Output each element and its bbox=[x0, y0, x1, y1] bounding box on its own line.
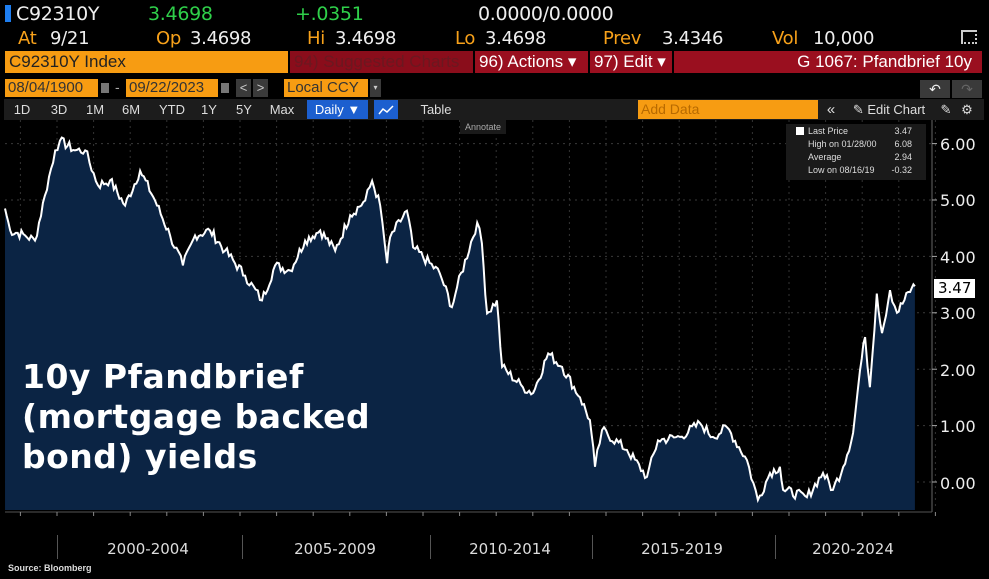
x-period-label: 2005-2009 bbox=[294, 540, 376, 558]
next-range-button[interactable]: > bbox=[253, 79, 268, 97]
open-label: Op bbox=[156, 28, 181, 49]
edit-icon[interactable]: ✎ bbox=[940, 102, 952, 117]
legend-label: High on 01/28/00 bbox=[808, 139, 877, 149]
period-5y[interactable]: 5Y bbox=[236, 102, 252, 117]
high-value: 3.4698 bbox=[335, 28, 397, 49]
gear-icon[interactable]: ⚙ bbox=[961, 102, 973, 117]
annotate-label: Annotate bbox=[465, 122, 502, 132]
chart-title: G 1067: Pfandbrief 10y bbox=[674, 51, 982, 73]
y-tick-label: 3.00 bbox=[940, 304, 976, 323]
legend-label: Low on 08/16/19 bbox=[808, 165, 875, 175]
source-note: Source: Bloomberg bbox=[8, 563, 92, 573]
low-value: 3.4698 bbox=[485, 28, 547, 49]
period-separator bbox=[242, 535, 243, 559]
period-separator bbox=[775, 535, 776, 559]
axis-ticks bbox=[19, 143, 937, 516]
period-1d[interactable]: 1D bbox=[13, 102, 31, 117]
currency-dropdown-icon[interactable]: ▾ bbox=[370, 79, 381, 97]
net-change: +.0351 bbox=[295, 3, 364, 25]
legend-row: High on 01/28/00 6.08 bbox=[808, 139, 920, 149]
yield-line bbox=[4, 136, 916, 504]
undo-button[interactable]: ↶ bbox=[920, 80, 950, 98]
period-1y[interactable]: 1Y bbox=[201, 102, 217, 117]
collapse-button[interactable]: « bbox=[826, 101, 836, 118]
y-tick-label: 2.00 bbox=[940, 361, 976, 380]
y-tick-label: 0.00 bbox=[940, 474, 976, 493]
ticker: C92310Y bbox=[16, 3, 100, 25]
overlay-title-line: bond) yields bbox=[22, 437, 258, 476]
date-separator: - bbox=[115, 79, 120, 95]
line-chart-icon[interactable] bbox=[374, 100, 398, 119]
bid-ask: 0.0000/0.0000 bbox=[478, 3, 614, 25]
security-field[interactable]: C92310Y Index bbox=[5, 51, 288, 73]
add-data-input[interactable]: Add Data bbox=[638, 100, 818, 119]
legend-row: Average 2.94 bbox=[808, 152, 920, 162]
period-ytd[interactable]: YTD bbox=[159, 102, 185, 117]
volume-value: 10,000 bbox=[813, 28, 875, 49]
currency-select[interactable]: Local CCY bbox=[284, 79, 368, 97]
table-button[interactable]: Table bbox=[420, 102, 452, 117]
period-6m[interactable]: 6M bbox=[121, 102, 141, 117]
x-period-label: 2015-2019 bbox=[641, 540, 723, 558]
x-period-label: 2020-2024 bbox=[812, 540, 894, 558]
legend-label: Average bbox=[808, 152, 842, 162]
period-1m[interactable]: 1M bbox=[85, 102, 105, 117]
x-period-label: 2000-2004 bbox=[107, 540, 189, 558]
period-separator bbox=[430, 535, 431, 559]
yield-area bbox=[5, 137, 915, 510]
y-tick-label: 6.00 bbox=[940, 135, 976, 154]
y-tick-label: 1.00 bbox=[940, 417, 976, 436]
period-separator bbox=[592, 535, 593, 559]
legend-label: Last Price bbox=[808, 126, 849, 136]
edit-chart-button[interactable]: ✎ Edit Chart bbox=[852, 102, 926, 117]
open-value: 3.4698 bbox=[190, 28, 252, 49]
period-3d[interactable]: 3D bbox=[50, 102, 68, 117]
legend-row: Last Price 3.47 bbox=[808, 126, 920, 136]
at-label: At bbox=[18, 28, 37, 49]
high-label: Hi bbox=[307, 28, 325, 49]
legend-value: 3.47 bbox=[894, 126, 912, 136]
at-value: 9/21 bbox=[50, 28, 90, 49]
calendar-icon[interactable] bbox=[221, 83, 229, 93]
legend-swatch bbox=[796, 127, 804, 135]
low-label: Lo bbox=[455, 28, 476, 49]
y-tick-label: 5.00 bbox=[940, 191, 976, 210]
last-value-tag: 3.47 bbox=[934, 279, 976, 298]
prev-value: 3.4346 bbox=[662, 28, 724, 49]
x-period-label: 2010-2014 bbox=[469, 540, 551, 558]
actions-menu[interactable]: 96) Actions ▾ bbox=[475, 51, 588, 73]
legend-value: 2.94 bbox=[894, 152, 912, 162]
legend-value: 6.08 bbox=[894, 139, 912, 149]
suggested-charts-button[interactable]: 94) Suggested Charts bbox=[290, 51, 473, 73]
volume-label: Vol bbox=[772, 28, 799, 49]
frequency-dropdown[interactable]: Daily ▼ bbox=[307, 100, 368, 119]
end-date-input[interactable]: 09/22/2023 bbox=[126, 79, 218, 97]
start-date-input[interactable]: 08/04/1900 bbox=[5, 79, 98, 97]
redo-button[interactable]: ↷ bbox=[952, 80, 982, 98]
legend: Last Price 3.47 High on 01/28/00 6.08 Aver… bbox=[786, 124, 926, 180]
y-tick-label: 4.00 bbox=[940, 248, 976, 267]
edit-menu[interactable]: 97) Edit ▾ bbox=[590, 51, 672, 73]
overlay-title-line: (mortgage backed bbox=[22, 397, 371, 436]
legend-row: Low on 08/16/19 -0.32 bbox=[808, 165, 920, 175]
annotate-button[interactable]: Annotate bbox=[460, 120, 507, 134]
popout-icon[interactable] bbox=[961, 30, 977, 44]
last-price: 3.4698 bbox=[148, 3, 213, 25]
prev-label: Prev bbox=[603, 28, 642, 49]
period-separator bbox=[57, 535, 58, 559]
calendar-icon[interactable] bbox=[101, 83, 109, 93]
prev-range-button[interactable]: < bbox=[236, 79, 251, 97]
ticker-marker bbox=[5, 5, 11, 22]
overlay-title-line: 10y Pfandbrief bbox=[22, 357, 304, 396]
period-max[interactable]: Max bbox=[269, 102, 295, 117]
legend-value: -0.32 bbox=[891, 165, 912, 175]
